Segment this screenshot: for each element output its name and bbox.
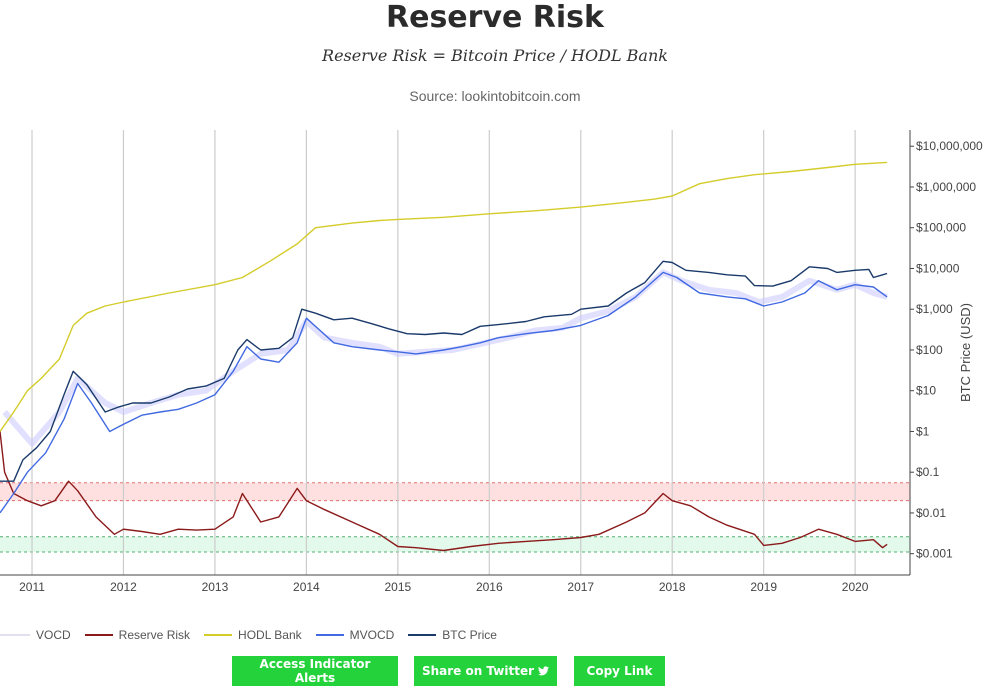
legend-label-mvocd: MVOCD: [349, 628, 395, 642]
legend-item-reserve-risk[interactable]: Reserve Risk: [84, 628, 191, 642]
x-tick-label-2013: 2013: [202, 580, 229, 594]
y-tick-label-5: $100: [916, 343, 943, 357]
legend-label-hodl-bank: HODL Bank: [238, 628, 302, 642]
y-tick-label-4: $1,000: [916, 302, 953, 316]
share-twitter-button[interactable]: Share on Twitter: [414, 656, 557, 686]
twitter-icon: [538, 666, 550, 676]
band-low-risk: [0, 536, 910, 553]
x-tick-label-2017: 2017: [567, 580, 594, 594]
source-text: Source: lookintobitcoin.com: [409, 88, 581, 104]
reserve-risk-chart: 2011 2012 2013 2014 2015 2016 2017 2018 2019 2020…: [0, 130, 983, 594]
y-tick-label-7: $1: [916, 424, 930, 438]
legend-swatch-btc-price: [408, 634, 437, 636]
y-tick-label-0: $10,000,000: [916, 139, 983, 153]
band-high-risk: [0, 482, 910, 501]
legend-swatch-mvocd: [315, 634, 344, 636]
legend-item-mvocd[interactable]: MVOCD: [315, 628, 395, 642]
x-tick-label-2019: 2019: [750, 580, 777, 594]
legend-item-vocd[interactable]: VOCD: [0, 628, 71, 642]
y-tick-label-9: $0.01: [916, 506, 946, 520]
y-tick-label-10: $0.001: [916, 547, 953, 561]
access-alerts-button[interactable]: Access Indicator Alerts: [232, 656, 398, 686]
legend-swatch-hodl-bank: [204, 634, 233, 636]
y-tick-label-6: $10: [916, 384, 936, 398]
legend-label-vocd: VOCD: [36, 628, 71, 642]
legend-label-reserve-risk: Reserve Risk: [118, 628, 191, 642]
legend-swatch-reserve-risk: [84, 634, 113, 636]
series-line-hodl-bank: [0, 161, 888, 432]
share-twitter-label: Share on Twitter: [421, 664, 535, 678]
x-tick-label-2015: 2015: [384, 580, 411, 594]
y-tick-label-8: $0.1: [916, 465, 940, 479]
x-tick-label-2020: 2020: [842, 580, 869, 594]
legend-item-btc-price[interactable]: BTC Price: [408, 628, 497, 642]
page-title: Reserve Risk: [386, 0, 604, 35]
y-tick-label-2: $100,000: [916, 221, 966, 235]
y-tick-label-1: $1,000,000: [916, 180, 976, 194]
x-tick-label-2014: 2014: [293, 580, 320, 594]
legend-swatch-vocd: [0, 634, 30, 636]
legend-item-hodl-bank[interactable]: HODL Bank: [204, 628, 302, 642]
x-tick-label-2011: 2011: [19, 580, 45, 594]
series-line-mvocd: [0, 271, 888, 514]
y-axis-title: BTC Price (USD): [958, 303, 973, 402]
x-tick-label-2012: 2012: [110, 580, 137, 594]
x-tick-label-2016: 2016: [476, 580, 503, 594]
x-tick-label-2018: 2018: [659, 580, 686, 594]
chart-legend: VOCD Reserve Risk HODL Bank MVOCD BTC Pr…: [0, 626, 511, 644]
series-line-reserve-risk: [0, 431, 888, 552]
series-line-btc-price: [0, 260, 888, 482]
access-alerts-label: Access Indicator Alerts: [259, 657, 371, 685]
legend-label-btc-price: BTC Price: [442, 628, 497, 642]
formula-subtitle: Reserve Risk = Bitcoin Price / HODL Bank: [322, 46, 668, 65]
copy-link-button[interactable]: Copy Link: [574, 656, 665, 686]
y-tick-label-3: $10,000: [916, 261, 960, 275]
copy-link-label: Copy Link: [586, 664, 653, 678]
